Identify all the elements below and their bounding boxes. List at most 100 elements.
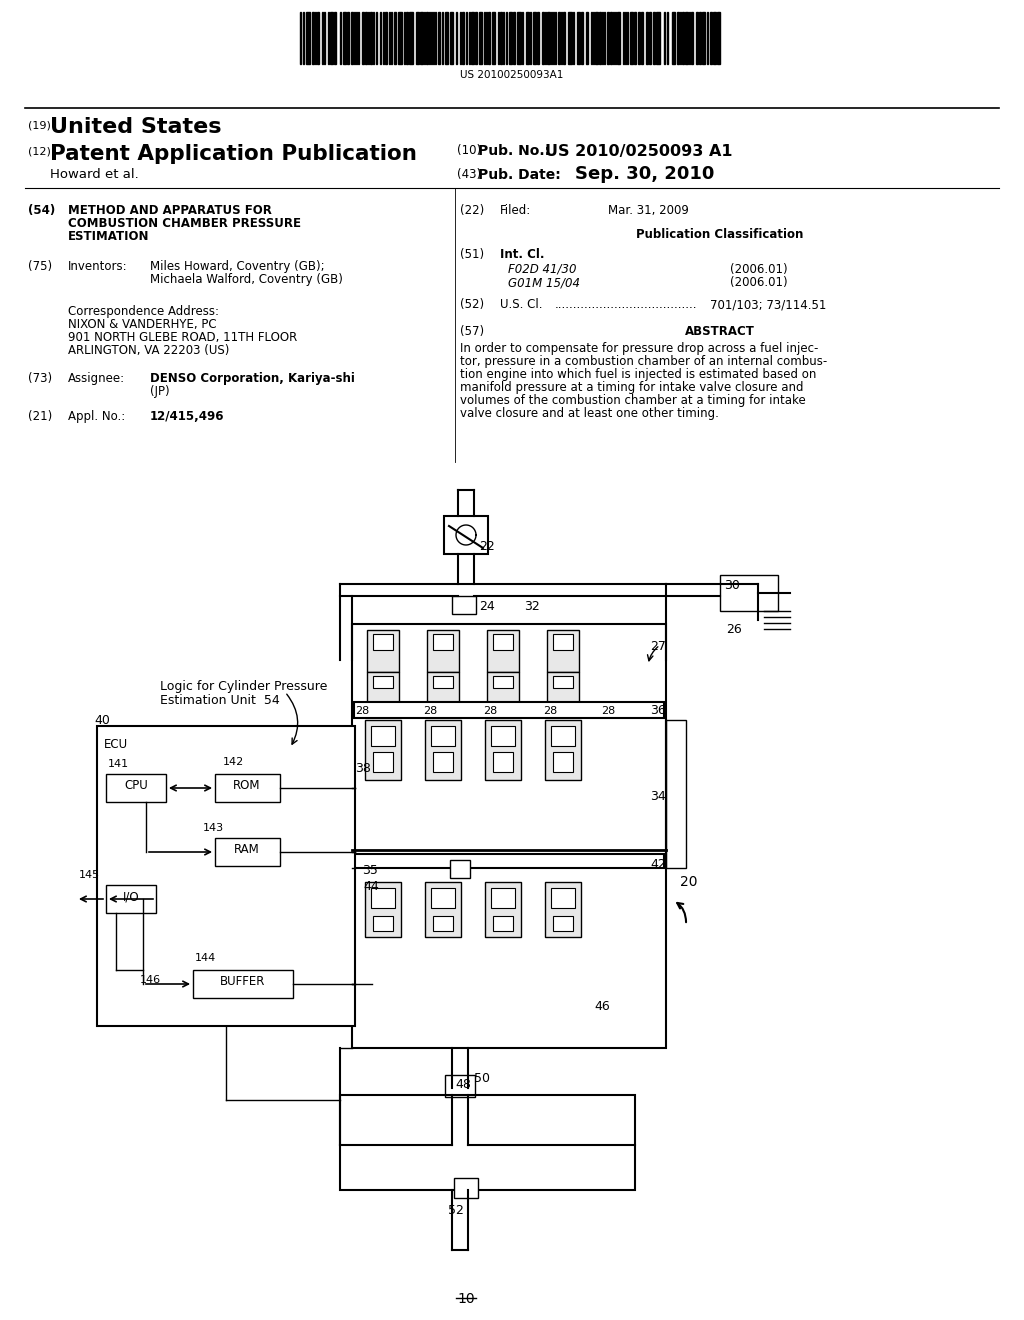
- Text: 143: 143: [203, 822, 224, 833]
- Text: (10): (10): [457, 144, 481, 157]
- Bar: [215, 774, 280, 803]
- Bar: [517, 12, 521, 63]
- Bar: [558, 12, 560, 63]
- Bar: [365, 12, 367, 63]
- Bar: [479, 12, 482, 63]
- Text: US 2010/0250093 A1: US 2010/0250093 A1: [545, 144, 732, 158]
- Text: valve closure and at least one other timing.: valve closure and at least one other tim…: [460, 407, 719, 420]
- Bar: [431, 888, 455, 908]
- Bar: [699, 12, 701, 63]
- Bar: [526, 12, 529, 63]
- Bar: [438, 12, 440, 63]
- Text: 50: 50: [474, 1072, 490, 1085]
- Text: 52: 52: [449, 1204, 464, 1217]
- Bar: [454, 1177, 478, 1199]
- Text: 26: 26: [726, 623, 741, 636]
- Bar: [551, 726, 575, 746]
- Text: 28: 28: [355, 706, 369, 715]
- Text: Correspondence Address:: Correspondence Address:: [68, 305, 219, 318]
- Bar: [385, 12, 387, 63]
- Text: F02D 41/30: F02D 41/30: [508, 263, 577, 276]
- Bar: [641, 12, 643, 63]
- Bar: [720, 576, 778, 611]
- Text: 146: 146: [140, 975, 161, 985]
- Text: (52): (52): [460, 298, 484, 312]
- Text: Logic for Cylinder Pressure: Logic for Cylinder Pressure: [160, 680, 328, 693]
- Bar: [485, 719, 521, 780]
- Text: 32: 32: [524, 601, 540, 612]
- Bar: [431, 726, 455, 746]
- Text: (JP): (JP): [150, 385, 170, 399]
- Bar: [646, 12, 648, 63]
- Bar: [462, 12, 464, 63]
- Bar: [409, 12, 413, 63]
- Bar: [371, 888, 395, 908]
- Bar: [542, 12, 544, 63]
- Bar: [398, 12, 402, 63]
- Bar: [370, 12, 372, 63]
- Text: 36: 36: [650, 704, 666, 717]
- Bar: [452, 597, 476, 614]
- Text: (12): (12): [28, 147, 51, 156]
- Bar: [568, 12, 572, 63]
- Bar: [312, 12, 314, 63]
- Text: 44: 44: [362, 880, 379, 894]
- Bar: [488, 12, 490, 63]
- Text: (75): (75): [28, 260, 52, 273]
- Bar: [394, 12, 396, 63]
- Bar: [362, 12, 364, 63]
- Text: CPU: CPU: [124, 779, 147, 792]
- Bar: [371, 726, 395, 746]
- Bar: [534, 12, 536, 63]
- Text: 48: 48: [455, 1078, 471, 1092]
- Bar: [653, 12, 655, 63]
- Bar: [599, 12, 601, 63]
- Bar: [545, 719, 581, 780]
- Bar: [547, 12, 550, 63]
- Bar: [537, 12, 539, 63]
- Bar: [373, 676, 393, 688]
- Text: Patent Application Publication: Patent Application Publication: [50, 144, 417, 164]
- Text: 40: 40: [94, 714, 110, 727]
- Bar: [317, 12, 319, 63]
- Text: ARLINGTON, VA 22203 (US): ARLINGTON, VA 22203 (US): [68, 345, 229, 356]
- Bar: [306, 12, 310, 63]
- Bar: [649, 12, 651, 63]
- Bar: [672, 12, 675, 63]
- Bar: [373, 916, 393, 931]
- Bar: [367, 630, 399, 672]
- Bar: [425, 882, 461, 937]
- Bar: [450, 12, 453, 63]
- Text: 20: 20: [680, 875, 697, 888]
- Text: Mar. 31, 2009: Mar. 31, 2009: [608, 205, 689, 216]
- Bar: [493, 752, 513, 772]
- Bar: [97, 726, 355, 1026]
- Bar: [685, 12, 688, 63]
- Bar: [551, 888, 575, 908]
- Text: ROM: ROM: [233, 779, 261, 792]
- Bar: [433, 676, 453, 688]
- Bar: [563, 12, 565, 63]
- Bar: [713, 12, 716, 63]
- Bar: [666, 719, 686, 869]
- Bar: [426, 12, 428, 63]
- Bar: [553, 916, 573, 931]
- Bar: [638, 12, 640, 63]
- Bar: [406, 12, 408, 63]
- Bar: [607, 12, 609, 63]
- Bar: [334, 12, 336, 63]
- Text: (21): (21): [28, 411, 52, 422]
- Text: (73): (73): [28, 372, 52, 385]
- Text: (2006.01): (2006.01): [730, 263, 787, 276]
- Bar: [545, 882, 581, 937]
- Text: 34: 34: [650, 789, 666, 803]
- Bar: [547, 672, 579, 702]
- Text: 145: 145: [79, 870, 100, 880]
- Bar: [475, 12, 477, 63]
- Text: COMBUSTION CHAMBER PRESSURE: COMBUSTION CHAMBER PRESSURE: [68, 216, 301, 230]
- Text: 701/103; 73/114.51: 701/103; 73/114.51: [710, 298, 826, 312]
- Bar: [553, 752, 573, 772]
- Text: (54): (54): [28, 205, 55, 216]
- Text: Sep. 30, 2010: Sep. 30, 2010: [575, 165, 715, 183]
- Text: 28: 28: [543, 706, 557, 715]
